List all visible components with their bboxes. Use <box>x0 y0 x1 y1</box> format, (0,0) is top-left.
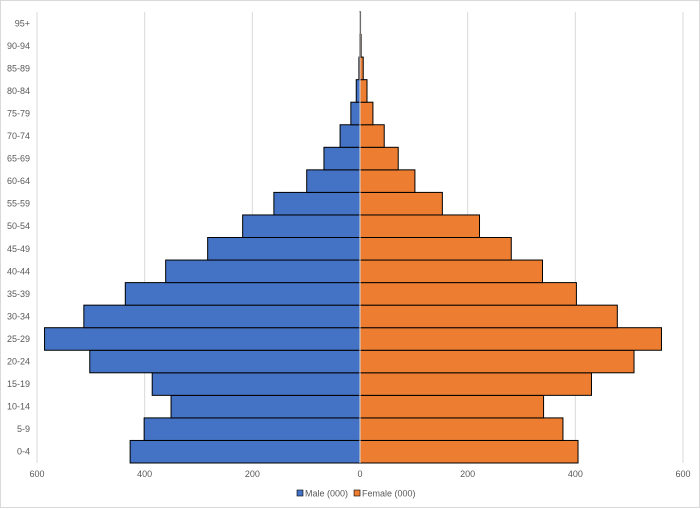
x-tick-label: 200 <box>460 469 475 479</box>
bar-male-20-24 <box>90 350 360 373</box>
legend-label-female: Female (000) <box>362 489 416 499</box>
y-category-label: 85-89 <box>7 63 30 73</box>
legend-label-male: Male (000) <box>305 489 348 499</box>
x-tick-label: 600 <box>29 469 44 479</box>
y-category-label: 10-14 <box>7 402 30 412</box>
y-category-label: 45-49 <box>7 244 30 254</box>
y-category-label: 75-79 <box>7 108 30 118</box>
y-category-label: 65-69 <box>7 154 30 164</box>
y-category-label: 25-29 <box>7 334 30 344</box>
legend-swatch-male <box>297 490 303 496</box>
bar-female-50-54 <box>360 215 480 238</box>
x-tick-label: 0 <box>357 469 362 479</box>
bar-male-60-64 <box>307 170 360 193</box>
bar-female-25-29 <box>360 328 661 351</box>
bar-female-40-44 <box>360 260 542 283</box>
y-category-label: 55-59 <box>7 199 30 209</box>
bar-male-10-14 <box>171 395 360 418</box>
y-category-label: 35-39 <box>7 289 30 299</box>
y-category-label: 95+ <box>15 18 30 28</box>
y-category-label: 20-24 <box>7 357 30 367</box>
y-category-label: 80-84 <box>7 86 30 96</box>
x-tick-label: 200 <box>245 469 260 479</box>
x-tick-label: 600 <box>675 469 690 479</box>
bar-female-0-4 <box>360 440 578 463</box>
bar-female-20-24 <box>360 350 634 373</box>
y-category-label: 70-74 <box>7 131 30 141</box>
bar-male-0-4 <box>130 440 360 463</box>
bar-female-5-9 <box>360 418 563 441</box>
bar-male-80-84 <box>356 80 360 103</box>
bar-male-5-9 <box>144 418 360 441</box>
y-category-label: 5-9 <box>17 424 30 434</box>
bar-male-30-34 <box>84 305 360 328</box>
bar-male-65-69 <box>324 147 360 170</box>
bar-female-75-79 <box>360 102 373 125</box>
y-category-label: 40-44 <box>7 266 30 276</box>
bar-female-15-19 <box>360 373 591 396</box>
y-category-label: 30-34 <box>7 311 30 321</box>
y-category-label: 15-19 <box>7 379 30 389</box>
bar-female-10-14 <box>360 395 544 418</box>
y-category-label: 0-4 <box>17 447 30 457</box>
bar-female-30-34 <box>360 305 617 328</box>
bar-female-80-84 <box>360 80 367 103</box>
bar-female-60-64 <box>360 170 415 193</box>
bar-female-70-74 <box>360 125 384 148</box>
y-category-label: 60-64 <box>7 176 30 186</box>
bar-male-75-79 <box>351 102 360 125</box>
bar-male-70-74 <box>340 125 360 148</box>
y-category-label: 50-54 <box>7 221 30 231</box>
bar-female-45-49 <box>360 238 511 261</box>
bar-male-40-44 <box>166 260 360 283</box>
bar-male-55-59 <box>274 192 360 215</box>
bar-female-55-59 <box>360 192 442 215</box>
bar-male-45-49 <box>208 238 360 261</box>
bar-male-15-19 <box>152 373 360 396</box>
x-tick-label: 400 <box>568 469 583 479</box>
bar-female-65-69 <box>360 147 398 170</box>
bar-female-35-39 <box>360 283 576 306</box>
bar-male-35-39 <box>125 283 360 306</box>
bar-male-25-29 <box>45 328 360 351</box>
x-tick-label: 400 <box>137 469 152 479</box>
legend-swatch-female <box>354 490 360 496</box>
y-category-label: 90-94 <box>7 41 30 51</box>
bar-male-50-54 <box>243 215 360 238</box>
